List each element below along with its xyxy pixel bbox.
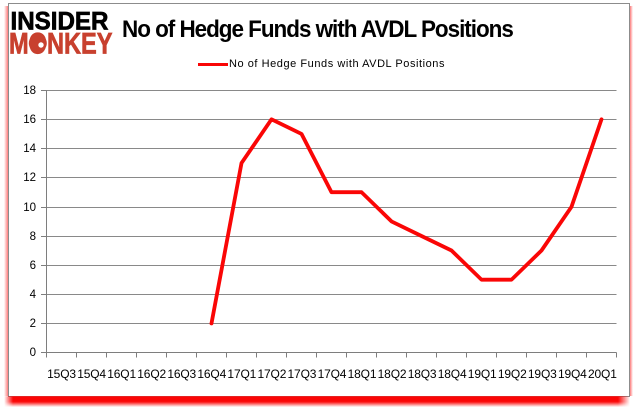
- svg-text:MONKEY: MONKEY: [9, 29, 113, 61]
- svg-text:INSIDER: INSIDER: [11, 8, 109, 36]
